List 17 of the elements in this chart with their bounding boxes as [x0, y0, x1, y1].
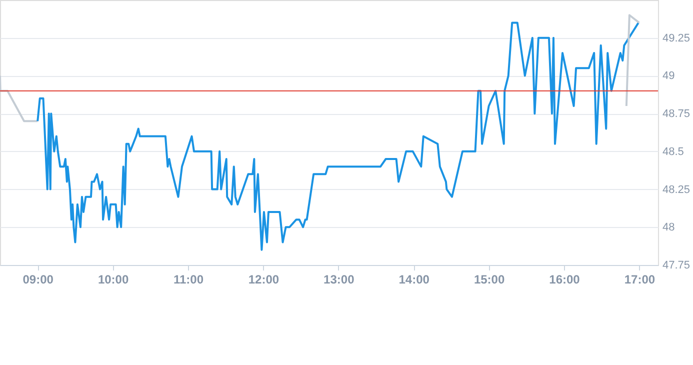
x-tick-label: 15:00: [474, 272, 505, 286]
y-tick-label: 49: [662, 70, 675, 82]
y-tick-label: 48.75: [662, 108, 690, 120]
x-tick-label: 16:00: [549, 272, 580, 286]
line-series: [36, 22, 640, 251]
x-tick-label: 14:00: [398, 272, 430, 286]
x-tick-label: 12:00: [248, 272, 280, 286]
x-tick-label: 10:00: [98, 272, 129, 286]
y-tick-label: 48: [662, 222, 675, 234]
x-tick-label: 11:00: [173, 272, 204, 286]
x-tick-label: 13:00: [324, 272, 355, 286]
y-tick-label: 49.25: [662, 32, 690, 44]
y-tick-label: 48.5: [662, 146, 684, 158]
y-tick-label: 48.25: [662, 184, 690, 196]
y-tick-label: 47.75: [662, 260, 690, 272]
x-tick-label: 09:00: [22, 272, 54, 286]
x-tick-label: 17:00: [624, 272, 656, 286]
